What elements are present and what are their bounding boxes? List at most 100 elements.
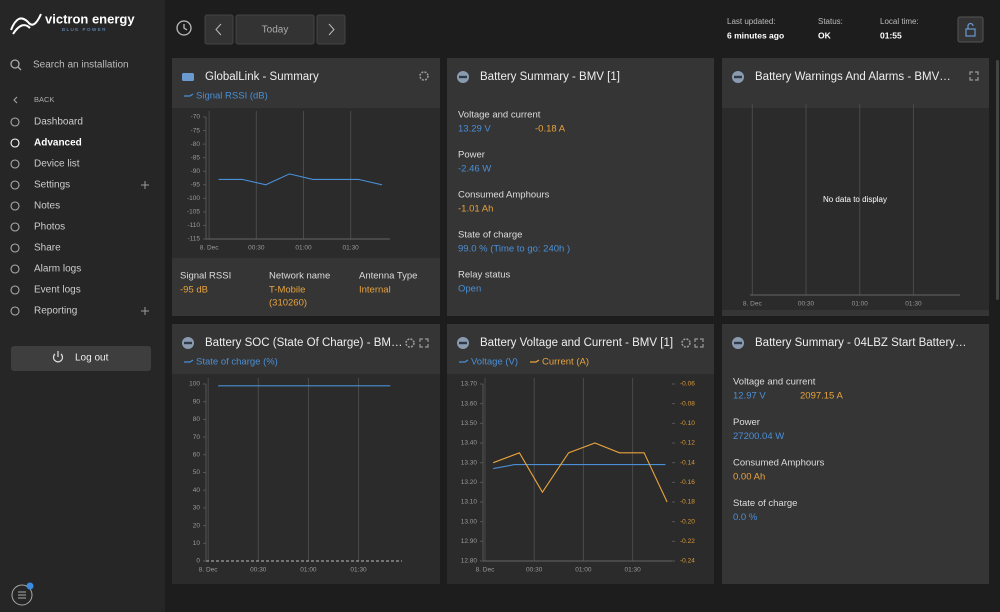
y-tick-label: 10	[193, 540, 201, 547]
y-tick-label: 13.10	[461, 499, 478, 506]
y-tick-label: -0.20	[680, 518, 695, 525]
y-tick-label: -70	[191, 114, 201, 121]
y-tick-label: 90	[193, 398, 201, 405]
local-time-label: Local time:	[880, 17, 919, 26]
today-label: Today	[262, 25, 289, 36]
y-tick-label: 13.70	[461, 381, 478, 388]
menu-item[interactable]: Notes	[34, 201, 60, 212]
y-tick-label: 60	[193, 452, 201, 459]
menu-item[interactable]: Event logs	[34, 285, 81, 296]
stat-value: 99.0 % (Time to go: 240h )	[458, 244, 570, 255]
next-button[interactable]	[317, 15, 345, 44]
status-label: Status:	[818, 17, 843, 26]
y-tick-label: 13.60	[461, 400, 478, 407]
y-tick-label: 100	[189, 381, 200, 388]
y-tick-label: -105	[187, 209, 200, 216]
stat-value: 0.00 Ah	[733, 472, 765, 483]
stat-value: 27200.04 W	[733, 431, 784, 442]
prev-button[interactable]	[205, 15, 233, 44]
stat-value: -1.01 Ah	[458, 204, 493, 215]
y-tick-label: 40	[193, 487, 201, 494]
search-input[interactable]: Search an installation	[33, 60, 129, 71]
chart-area	[172, 374, 440, 584]
stat-label: Consumed Amphours	[458, 190, 550, 201]
y-tick-label: -80	[191, 141, 201, 148]
x-tick-label: 00:30	[248, 245, 265, 252]
widget-icon-bar	[459, 76, 467, 78]
chart-area	[722, 108, 989, 310]
stat-label: Voltage and current	[458, 110, 541, 121]
y-tick-label: -0.08	[680, 400, 695, 407]
stat-label: Relay status	[458, 270, 511, 281]
last-updated-label: Last updated:	[727, 17, 775, 26]
logout-label: Log out	[75, 353, 109, 364]
stat-value: 12.97 V	[733, 391, 766, 402]
stat-value: (310260)	[269, 298, 307, 309]
widget-icon-bar	[734, 76, 742, 78]
y-tick-label: -0.16	[680, 479, 695, 486]
y-tick-label: -0.14	[680, 459, 695, 466]
stat-value: -95 dB	[180, 285, 208, 296]
x-tick-label: 01:30	[350, 567, 367, 574]
menu-item[interactable]: Alarm logs	[34, 264, 81, 275]
last-updated: 6 minutes ago	[727, 30, 784, 40]
x-tick-label: 01:30	[343, 245, 360, 252]
widget-icon-bar	[734, 342, 742, 344]
widget-title: Battery Voltage and Current - BMV [1]	[480, 337, 673, 349]
back-link[interactable]: BACK	[34, 95, 54, 104]
y-tick-label: -75	[191, 127, 201, 134]
local-time: 01:55	[880, 30, 902, 40]
stat-label: Power	[458, 150, 485, 161]
y-tick-label: 13.40	[461, 440, 478, 447]
x-tick-label: 00:30	[526, 567, 543, 574]
widget-panel	[722, 324, 989, 584]
y-tick-label: -0.24	[680, 558, 695, 565]
y-tick-label: -0.06	[680, 381, 695, 388]
stat-label: Voltage and current	[733, 377, 816, 388]
stat-value: 0.0 %	[733, 512, 758, 523]
x-tick-label: 00:30	[250, 567, 267, 574]
menu-item[interactable]: Share	[34, 243, 61, 254]
x-tick-label: 01:30	[624, 567, 641, 574]
y-tick-label: -0.12	[680, 440, 695, 447]
legend-entry[interactable]: Voltage (V)	[471, 357, 518, 368]
menu-item[interactable]: Dashboard	[34, 117, 83, 128]
x-tick-label: 01:00	[852, 301, 869, 308]
y-tick-label: -0.10	[680, 420, 695, 427]
menu-item[interactable]: Photos	[34, 222, 65, 233]
legend-entry[interactable]: Current (A)	[542, 357, 589, 368]
y-tick-label: 20	[193, 522, 201, 529]
widget-title: Battery SOC (State Of Charge) - BM…	[205, 337, 402, 349]
stat-value: T-Mobile	[269, 285, 305, 296]
x-tick-label: 01:00	[300, 567, 317, 574]
widget-title: GlobalLink - Summary	[205, 71, 319, 83]
stat-value: Internal	[359, 285, 391, 296]
y-tick-label: -100	[187, 195, 200, 202]
y-tick-label: 50	[193, 469, 201, 476]
menu-item[interactable]: Device list	[34, 159, 80, 170]
widget-icon-bar	[184, 342, 192, 344]
no-data-message: No data to display	[823, 195, 887, 204]
legend-entry[interactable]: State of charge (%)	[196, 357, 278, 368]
y-tick-label: -90	[191, 168, 201, 175]
legend-entry[interactable]: Signal RSSI (dB)	[196, 91, 268, 102]
stat-label: State of charge	[458, 230, 522, 241]
stat-label: State of charge	[733, 498, 797, 509]
x-tick-label: 00:30	[798, 301, 815, 308]
stat-label: Antenna Type	[359, 271, 417, 282]
y-tick-label: 13.20	[461, 479, 478, 486]
stat-value: -2.46 W	[458, 164, 491, 175]
y-tick-label: -95	[191, 181, 201, 188]
stat-value: 13.29 V	[458, 124, 491, 135]
stat-value: -0.18 A	[535, 124, 566, 135]
scrollbar[interactable]	[996, 60, 999, 300]
menu-item[interactable]: Advanced	[34, 138, 82, 149]
widget-title: Battery Summary - 04LBZ Start Battery…	[755, 337, 967, 349]
y-tick-label: 80	[193, 416, 201, 423]
menu-item[interactable]: Reporting	[34, 306, 77, 317]
menu-item[interactable]: Settings	[34, 180, 70, 191]
y-tick-label: 70	[193, 434, 201, 441]
y-tick-label: 13.00	[461, 518, 478, 525]
